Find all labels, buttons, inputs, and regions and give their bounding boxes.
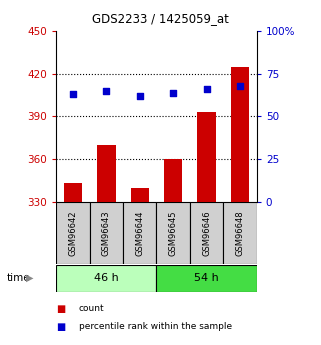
Bar <box>197 112 216 202</box>
Text: 46 h: 46 h <box>94 273 119 283</box>
Bar <box>56 202 90 264</box>
Point <box>238 83 243 88</box>
Text: ■: ■ <box>56 322 65 332</box>
Bar <box>157 265 257 292</box>
Text: time: time <box>6 273 30 283</box>
Text: GSM96645: GSM96645 <box>169 210 178 256</box>
Point <box>137 93 142 99</box>
Bar <box>56 265 157 292</box>
Bar <box>131 188 149 202</box>
Point <box>104 88 109 93</box>
Text: GSM96644: GSM96644 <box>135 210 144 256</box>
Bar <box>90 202 123 264</box>
Bar <box>64 183 82 202</box>
Bar <box>190 202 223 264</box>
Text: GSM96648: GSM96648 <box>236 210 245 256</box>
Text: GSM96642: GSM96642 <box>68 210 77 256</box>
Text: GDS2233 / 1425059_at: GDS2233 / 1425059_at <box>92 12 229 25</box>
Bar <box>123 202 157 264</box>
Point <box>70 91 75 97</box>
Text: 54 h: 54 h <box>194 273 219 283</box>
Text: ▶: ▶ <box>26 273 34 283</box>
Bar <box>164 159 182 202</box>
Point <box>204 86 209 92</box>
Bar <box>231 67 249 202</box>
Text: GSM96646: GSM96646 <box>202 210 211 256</box>
Bar <box>223 202 257 264</box>
Text: GSM96643: GSM96643 <box>102 210 111 256</box>
Bar <box>97 145 116 202</box>
Point <box>171 90 176 95</box>
Text: percentile rank within the sample: percentile rank within the sample <box>79 322 232 331</box>
Text: ■: ■ <box>56 304 65 314</box>
Text: count: count <box>79 304 104 313</box>
Bar <box>157 202 190 264</box>
